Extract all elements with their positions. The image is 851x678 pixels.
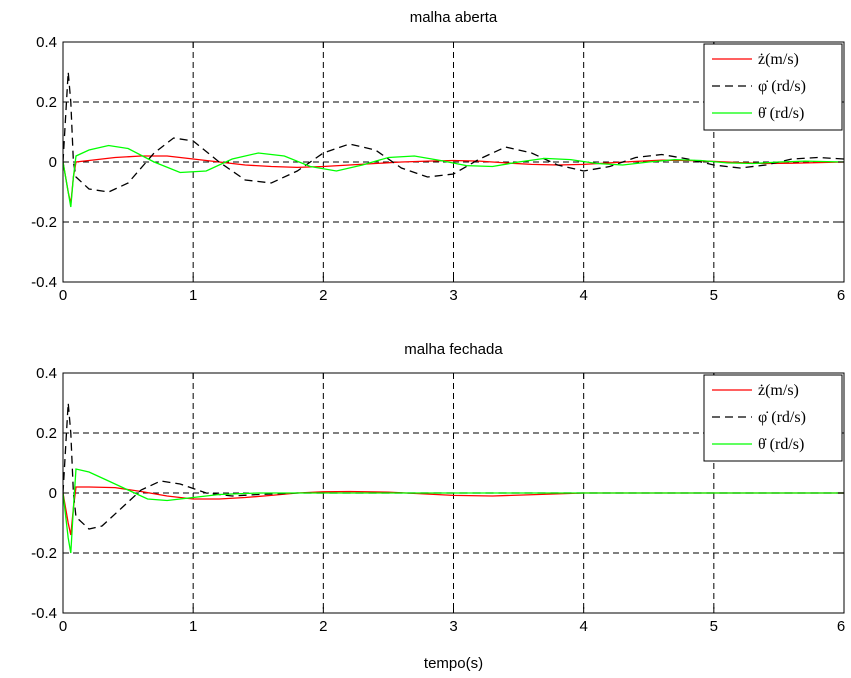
legend-box: [703, 43, 843, 131]
y-tick-label: -0.2: [31, 214, 57, 231]
x-tick-label: 2: [319, 287, 327, 304]
y-tick-label: 0.4: [36, 365, 57, 382]
chart-panel-1: malha aberta 0 1 2 3 4 5 6 0.4 0.2 0 -0.2 -0.4 ż(m/s)…: [31, 9, 845, 304]
x-tick-label: 5: [710, 287, 718, 304]
legend-box: [703, 374, 843, 462]
legend: ż(m/s) φ̇ (rd/s) θ̇ (rd/s): [703, 43, 843, 131]
chart-panel-2: malha fechada 0 1 2 3 4 5 6 0.4 0.2 0 -0.2 -0.4 tempo…: [31, 341, 845, 672]
series-line-2: [63, 71, 844, 193]
x-tick-label: 0: [59, 287, 67, 304]
legend-label-3: θ̇ (rd/s): [758, 436, 804, 453]
legend-label-2: φ̇ (rd/s): [758, 78, 806, 95]
y-tick-label: 0: [49, 485, 57, 502]
legend-label-1: ż(m/s): [758, 382, 799, 399]
series-group: [63, 71, 844, 208]
chart-title: malha fechada: [404, 341, 503, 358]
x-tick-label: 1: [189, 287, 197, 304]
x-tick-label: 1: [189, 618, 197, 635]
y-tick-label: 0.2: [36, 94, 57, 111]
y-tick-label: -0.2: [31, 545, 57, 562]
x-tick-label: 4: [579, 287, 587, 304]
x-tick-label: 6: [837, 287, 845, 304]
legend-label-1: ż(m/s): [758, 51, 799, 68]
y-tick-label: 0.4: [36, 34, 57, 51]
legend-label-3: θ̇ (rd/s): [758, 105, 804, 122]
x-tick-label: 6: [837, 618, 845, 635]
x-tick-label: 0: [59, 618, 67, 635]
series-line-3: [63, 468, 844, 554]
legend-label-2: φ̇ (rd/s): [758, 409, 806, 426]
x-axis-label: tempo(s): [424, 655, 483, 672]
chart-title: malha aberta: [410, 9, 498, 26]
x-tick-label: 3: [449, 287, 457, 304]
ticks: 0 1 2 3 4 5 6 0.4 0.2 0 -0.2 -0.4: [31, 34, 845, 304]
x-tick-label: 5: [710, 618, 718, 635]
y-tick-label: -0.4: [31, 605, 57, 622]
y-tick-label: 0.2: [36, 425, 57, 442]
y-tick-label: -0.4: [31, 274, 57, 291]
x-tick-label: 3: [449, 618, 457, 635]
series-group: [63, 402, 844, 554]
ticks: 0 1 2 3 4 5 6 0.4 0.2 0 -0.2 -0.4: [31, 365, 845, 635]
legend: ż(m/s) φ̇ (rd/s) θ̇ (rd/s): [703, 374, 843, 462]
y-tick-label: 0: [49, 154, 57, 171]
x-tick-label: 2: [319, 618, 327, 635]
series-line-3: [63, 144, 844, 208]
x-tick-label: 4: [579, 618, 587, 635]
